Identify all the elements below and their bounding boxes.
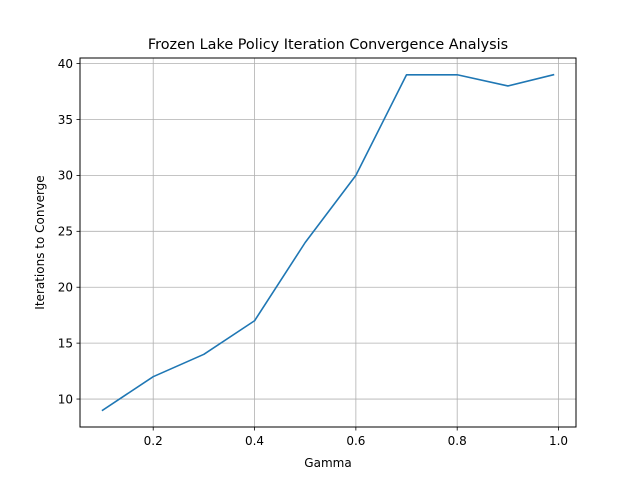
y-tick-label: 15 — [58, 336, 73, 350]
chart-title: Frozen Lake Policy Iteration Convergence… — [148, 37, 508, 53]
y-tick-label: 40 — [58, 57, 73, 71]
y-axis: 10 15 20 25 30 35 40 — [58, 57, 80, 406]
y-axis-label: Iterations to Converge — [33, 175, 47, 309]
series-line — [101, 73, 555, 412]
x-tick-label: 1.0 — [549, 434, 568, 448]
y-tick-label: 20 — [58, 281, 73, 295]
plot-frame — [79, 57, 577, 428]
x-tick-label: 0.4 — [245, 434, 264, 448]
y-tick-label: 10 — [58, 392, 73, 406]
x-axis-label: Gamma — [304, 456, 351, 470]
series-group — [101, 73, 555, 412]
y-tick-label: 30 — [58, 169, 73, 183]
y-tick-label: 35 — [58, 113, 73, 127]
x-tick-label: 0.8 — [448, 434, 467, 448]
x-tick-label: 0.2 — [144, 434, 163, 448]
x-axis: 0.2 0.4 0.6 0.8 1.0 — [144, 427, 568, 448]
y-tick-label: 25 — [58, 225, 73, 239]
x-tick-label: 0.6 — [346, 434, 365, 448]
grid-lines — [80, 58, 576, 427]
